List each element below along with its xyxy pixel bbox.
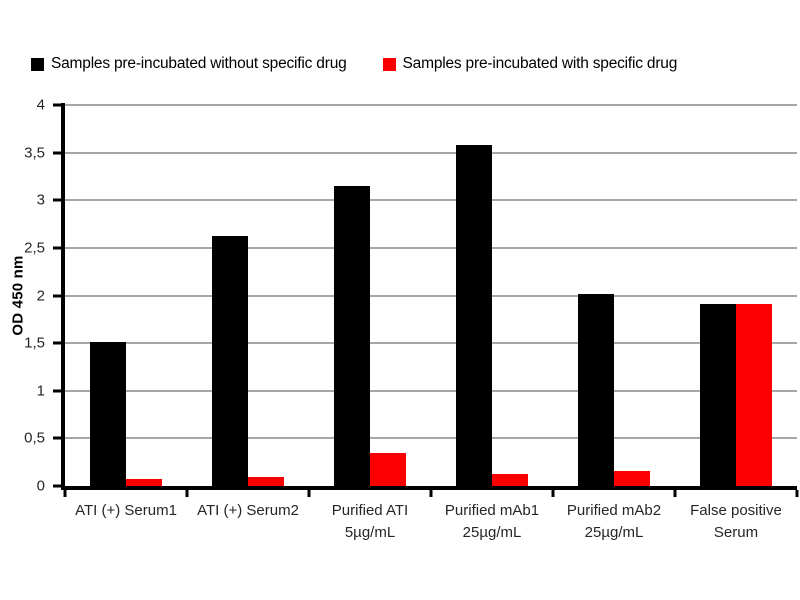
y-axis-tick <box>53 151 61 155</box>
bar-without-drug <box>334 185 370 486</box>
bar-with-drug <box>126 479 162 486</box>
legend-item-without-drug: Samples pre-incubated without specific d… <box>31 55 347 73</box>
y-axis-tick <box>53 103 61 107</box>
y-tick-label: 2 <box>36 287 45 304</box>
bar-with-drug <box>614 470 650 486</box>
bars-layer <box>65 105 797 486</box>
bar-with-drug <box>370 452 406 486</box>
gridline <box>65 104 797 106</box>
x-category-label: Purified mAb1 25µg/mL <box>444 502 540 541</box>
y-axis-tick <box>53 246 61 250</box>
legend-label-with-drug: Samples pre-incubated with specific drug <box>402 55 678 72</box>
bar-group <box>553 105 675 486</box>
gridline <box>65 199 797 202</box>
x-category-label: ATI (+) Serum1 <box>75 502 177 519</box>
gridline <box>65 246 797 249</box>
y-tick-label: 0,5 <box>24 429 45 447</box>
x-axis-tick <box>673 490 677 497</box>
y-tick-label: 0 <box>36 477 45 495</box>
bar-without-drug <box>212 235 248 486</box>
y-tick-label: 3 <box>36 191 45 209</box>
y-axis-tick <box>53 294 61 297</box>
y-axis-tick <box>53 341 61 345</box>
bar-with-drug <box>248 477 284 486</box>
x-category-label: False positive Serum <box>690 502 782 541</box>
gridline <box>65 342 797 345</box>
x-category-label: Purified ATI 5µg/mL <box>331 502 409 541</box>
y-axis-tick <box>53 389 61 393</box>
x-axis-tick <box>185 490 189 497</box>
x-axis-tick <box>63 490 67 497</box>
bar-group <box>675 105 797 486</box>
y-axis-line <box>61 103 65 490</box>
x-axis-line <box>61 486 797 490</box>
y-axis-tick <box>53 436 61 440</box>
x-axis-tick <box>795 490 799 497</box>
legend-swatch-red <box>382 57 396 71</box>
legend-label-without-drug: Samples pre-incubated without specific d… <box>51 55 347 72</box>
bar-without-drug <box>700 304 736 486</box>
x-axis-labels: ATI (+) Serum1 ATI (+) Serum2 Purified ATI… <box>65 500 797 544</box>
y-tick-label: 4 <box>36 96 45 114</box>
bar-with-drug <box>736 304 772 486</box>
x-axis-tick <box>429 490 433 497</box>
gridline <box>65 437 797 440</box>
x-axis-tick <box>307 490 311 497</box>
legend-item-with-drug: Samples pre-incubated with specific drug <box>382 55 678 73</box>
bar-without-drug <box>578 293 614 486</box>
legend-swatch-black <box>31 57 44 71</box>
bar-with-drug <box>492 473 528 486</box>
y-axis-tick <box>53 484 61 488</box>
y-tick-label: 2,5 <box>24 239 45 257</box>
bar-group <box>309 105 431 486</box>
plot-area: OD 450 nm 0 0,5 1 1,5 2 2,5 3 3,5 4 <box>10 98 799 497</box>
x-category-label: ATI (+) Serum2 <box>197 502 299 519</box>
bar-without-drug <box>456 145 492 486</box>
y-tick-label: 1,5 <box>24 334 45 352</box>
bar-group <box>65 105 187 486</box>
x-axis-tick <box>551 490 555 497</box>
bar-group <box>187 105 309 486</box>
gridline <box>65 389 797 392</box>
y-tick-label: 3,5 <box>24 144 45 162</box>
bar-without-drug <box>90 342 126 486</box>
x-category-label: Purified mAb2 25µg/mL <box>566 502 662 541</box>
gridline <box>65 151 797 154</box>
gridline <box>65 294 797 297</box>
legend: Samples pre-incubated without specific d… <box>31 55 677 73</box>
y-tick-label: 1 <box>36 382 45 400</box>
y-axis-tick <box>53 198 61 202</box>
bar-group <box>431 105 553 486</box>
